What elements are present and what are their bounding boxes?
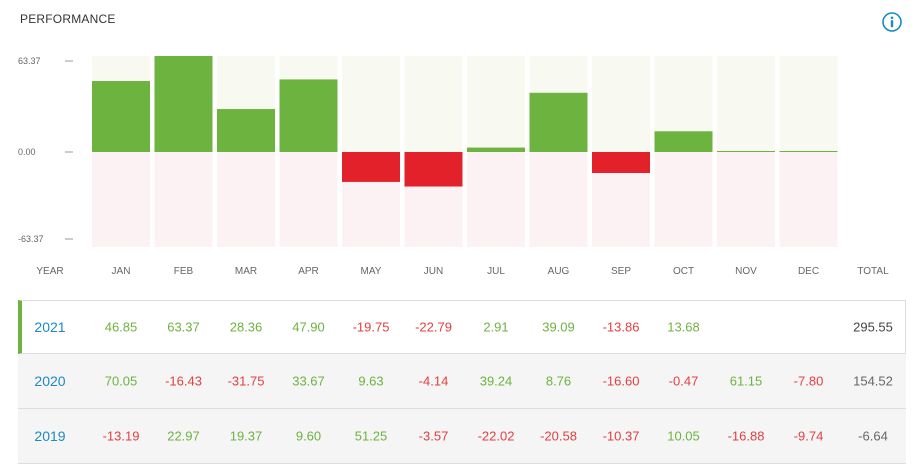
header-month-sep: SEP — [610, 266, 632, 277]
cell-mar: 28.36 — [229, 319, 263, 335]
column-bg-negative — [654, 152, 713, 247]
bar-sep[interactable] — [592, 152, 650, 173]
bar-nov[interactable] — [717, 151, 775, 152]
cell-jun: -22.79 — [415, 319, 452, 335]
header-month-dec: DEC — [797, 266, 820, 277]
header-month-oct: OCT — [672, 266, 695, 277]
column-bg-negative — [717, 152, 775, 247]
bar-oct[interactable] — [654, 131, 713, 152]
header-month-may: MAY — [360, 266, 382, 277]
year-link[interactable]: 2020 — [34, 373, 66, 389]
cell-jul: 39.24 — [479, 373, 513, 389]
year-link[interactable]: 2019 — [34, 428, 66, 444]
header-month-mar: MAR — [234, 266, 258, 277]
cell-may: -19.75 — [352, 319, 390, 335]
cell-total: 154.52 — [853, 373, 893, 389]
cell-apr: 47.90 — [292, 319, 325, 335]
cell-mar: 19.37 — [229, 428, 263, 444]
cell-total: -6.64 — [858, 428, 888, 444]
column-bg-negative — [467, 152, 525, 247]
header-month-jun: JUN — [423, 266, 444, 277]
column-bg-positive — [467, 56, 525, 152]
cell-sep: -13.86 — [602, 319, 640, 335]
column-bg-positive — [404, 56, 463, 152]
header-total: TOTAL — [857, 266, 889, 277]
cell-feb: 63.37 — [167, 319, 200, 335]
cell-nov: -16.88 — [727, 428, 765, 444]
header-month-feb: FEB — [173, 266, 194, 277]
cell-aug: 39.09 — [542, 319, 575, 335]
cell-feb: 22.97 — [167, 428, 200, 444]
cell-apr: 9.60 — [295, 428, 322, 444]
bar-jan[interactable] — [92, 81, 150, 152]
column-bg-positive — [717, 56, 775, 152]
year-link[interactable]: 2021 — [34, 319, 66, 335]
cell-oct: 10.05 — [667, 428, 700, 444]
column-bg-positive — [592, 56, 650, 152]
cell-aug: 8.76 — [545, 373, 572, 389]
cell-feb: -16.43 — [165, 373, 202, 389]
cell-dec: -7.80 — [793, 373, 824, 389]
header-month-jan: JAN — [111, 266, 131, 277]
cell-may: 9.63 — [358, 373, 384, 389]
bar-jun[interactable] — [404, 152, 463, 187]
table-row[interactable]: 2020 70.05 -16.43 -31.75 33.67 9.63 -4.14 39.24… — [18, 354, 906, 409]
header-month-jul: JUL — [487, 266, 505, 277]
cell-mar: -31.75 — [227, 373, 265, 389]
header-month-aug: AUG — [547, 266, 570, 277]
cell-jun: -4.14 — [418, 373, 449, 389]
column-bg-negative — [779, 152, 838, 247]
column-bg-positive — [342, 56, 400, 152]
info-icon[interactable] — [882, 12, 902, 32]
cell-oct: 13.68 — [667, 319, 700, 335]
column-bg-negative — [529, 152, 588, 247]
page-title: PERFORMANCE — [20, 12, 116, 26]
cell-jan: 70.05 — [104, 373, 138, 389]
y-tick-label: 63.37 — [18, 56, 41, 66]
column-bg-negative — [279, 152, 338, 247]
cell-oct: -0.47 — [668, 373, 699, 389]
column-bg-positive — [779, 56, 838, 152]
bar-dec[interactable] — [779, 151, 838, 152]
cell-jul: 2.91 — [483, 319, 509, 335]
cell-aug: -20.58 — [540, 428, 577, 444]
bar-apr[interactable] — [279, 79, 338, 152]
table-row[interactable]: 2021 46.85 63.37 28.36 47.90 -19.75 -22.79 2.91… — [18, 300, 906, 354]
y-tick-label: 0.00 — [18, 147, 36, 157]
bar-mar[interactable] — [217, 109, 275, 152]
header-month-apr: APR — [298, 266, 319, 277]
column-bg-negative — [92, 152, 150, 247]
header-month-nov: NOV — [735, 266, 757, 277]
bar-jul[interactable] — [467, 147, 525, 152]
cell-nov: 61.15 — [729, 373, 763, 389]
y-tick-label: -63.37 — [18, 234, 44, 244]
performance-table: 2021 46.85 63.37 28.36 47.90 -19.75 -22.79 2.91… — [18, 300, 906, 464]
cell-jan: -13.19 — [102, 428, 140, 444]
cell-apr: 33.67 — [292, 373, 325, 389]
header-year: YEAR — [36, 266, 64, 277]
cell-total: 295.55 — [853, 319, 893, 335]
column-bg-negative — [154, 152, 213, 247]
cell-may: 51.25 — [354, 428, 388, 444]
cell-jul: -22.02 — [477, 428, 515, 444]
bar-feb[interactable] — [154, 56, 213, 152]
table-row[interactable]: 2019 -13.19 22.97 19.37 9.60 51.25 -3.57 -22.02… — [18, 409, 906, 464]
performance-chart: 63.37 0.00 -63.37 — [18, 56, 838, 247]
cell-sep: -16.60 — [602, 373, 640, 389]
bar-aug[interactable] — [529, 92, 588, 152]
cell-jun: -3.57 — [418, 428, 449, 444]
cell-dec: -9.74 — [793, 428, 824, 444]
cell-sep: -10.37 — [602, 428, 640, 444]
bar-may[interactable] — [342, 152, 400, 182]
column-bg-negative — [217, 152, 275, 247]
cell-jan: 46.85 — [104, 319, 138, 335]
